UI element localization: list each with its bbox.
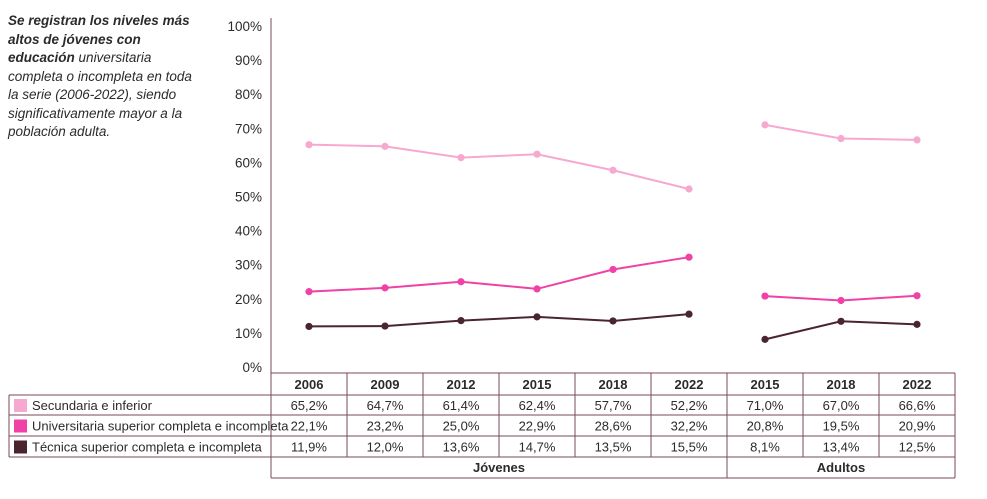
y-tick-label: 70% [235, 121, 262, 136]
data-label: 20,8% [747, 419, 784, 434]
data-label: 67,0% [823, 398, 860, 413]
chart-annotation-note: Se registran los niveles más altos de jó… [8, 12, 193, 142]
data-label: 71,0% [747, 398, 784, 413]
data-label: 52,2% [671, 398, 708, 413]
y-tick-label: 30% [235, 258, 262, 273]
note-bold-text: Se registran los niveles más altos de jó… [8, 13, 190, 65]
legend-swatch [14, 440, 27, 454]
y-tick-label: 60% [235, 155, 262, 170]
data-label: 57,7% [595, 398, 632, 413]
data-point [913, 136, 921, 144]
data-point [381, 284, 389, 292]
year-header: 2018 [599, 377, 628, 392]
y-tick-label: 80% [235, 87, 262, 102]
year-header: 2015 [523, 377, 552, 392]
data-label: 8,1% [750, 440, 780, 455]
data-label: 14,7% [519, 440, 556, 455]
data-label: 32,2% [671, 419, 708, 434]
year-header: 2012 [447, 377, 476, 392]
year-header: 2009 [371, 377, 400, 392]
data-label: 12,0% [367, 440, 404, 455]
data-point [837, 296, 845, 305]
data-label: 23,2% [367, 419, 404, 434]
data-point [609, 166, 617, 174]
data-label: 13,5% [595, 440, 632, 455]
legend-swatch [14, 399, 27, 412]
data-label: 66,6% [899, 398, 936, 413]
data-point [457, 154, 465, 162]
data-label: 65,2% [291, 398, 328, 413]
data-point [837, 134, 845, 143]
data-point [913, 292, 921, 300]
data-label: 13,4% [823, 440, 860, 455]
data-point [305, 141, 313, 149]
data-label: 15,5% [671, 440, 708, 455]
y-tick-label: 0% [242, 360, 262, 375]
group-label-jovenes: Jóvenes [473, 460, 525, 475]
data-point [533, 313, 541, 321]
data-point [761, 335, 769, 343]
y-tick-label: 40% [235, 224, 262, 239]
data-point [609, 265, 617, 274]
series-line [308, 313, 690, 328]
data-label: 62,4% [519, 398, 556, 413]
data-label: 19,5% [823, 419, 860, 434]
data-point [381, 322, 389, 330]
data-point [381, 142, 389, 150]
data-label: 12,5% [899, 440, 936, 455]
legend-swatch [14, 419, 27, 433]
data-point [685, 253, 693, 261]
y-tick-label: 20% [235, 292, 262, 307]
data-point [837, 317, 845, 325]
data-point [609, 317, 617, 325]
data-point [685, 185, 693, 193]
data-point [533, 150, 541, 158]
data-label: 11,9% [291, 440, 327, 455]
data-label: 61,4% [443, 398, 480, 413]
data-point [761, 292, 769, 300]
data-point [457, 278, 465, 286]
legend-label: Secundaria e inferior [32, 398, 153, 413]
data-label: 28,6% [595, 419, 632, 434]
series-line [308, 256, 690, 293]
data-point [761, 121, 769, 129]
data-label: 22,1% [291, 419, 328, 434]
year-header: 2022 [675, 377, 704, 392]
data-label: 25,0% [443, 419, 480, 434]
legend-label: Técnica superior completa e incompleta [32, 440, 263, 455]
data-point [685, 310, 693, 318]
legend-label: Universitaria superior completa e incomp… [32, 419, 289, 434]
year-header: 2022 [903, 377, 932, 392]
y-tick-label: 90% [235, 53, 262, 68]
group-label-adultos: Adultos [817, 460, 865, 475]
data-label: 64,7% [367, 398, 404, 413]
data-point [305, 322, 313, 331]
data-point [305, 288, 313, 296]
y-tick-label: 100% [227, 19, 262, 34]
data-label: 22,9% [519, 419, 556, 434]
note-text: universitaria completa o incompleta en t… [8, 50, 192, 139]
year-header: 2015 [751, 377, 780, 392]
year-header: 2006 [295, 377, 324, 392]
year-header: 2018 [827, 377, 856, 392]
y-tick-label: 50% [235, 190, 262, 205]
data-label: 20,9% [899, 419, 936, 434]
data-point [533, 285, 541, 293]
data-point [457, 317, 465, 325]
data-label: 13,6% [443, 440, 480, 455]
data-point [913, 320, 921, 328]
series-line [308, 143, 690, 190]
y-tick-label: 10% [235, 326, 262, 341]
